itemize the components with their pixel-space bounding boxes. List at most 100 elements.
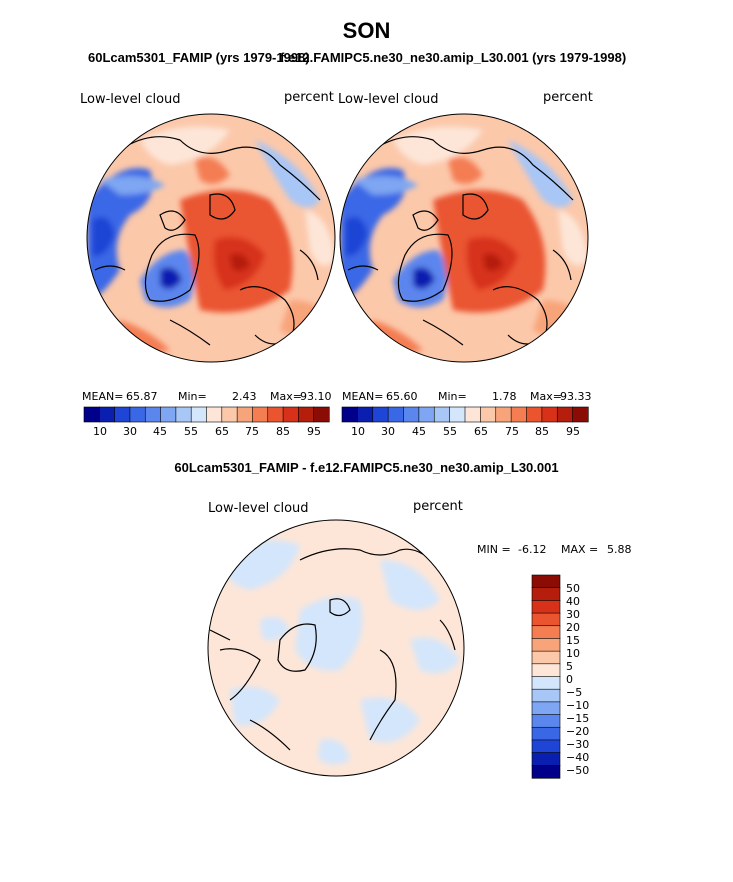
right-colorbar-swatch bbox=[418, 406, 435, 423]
diff-colorbar-swatch bbox=[531, 688, 561, 703]
diff-map-border bbox=[207, 519, 465, 777]
left-colorbar bbox=[83, 406, 330, 423]
diff-cbar-tick: −20 bbox=[566, 725, 590, 738]
left-colorbar-swatch bbox=[252, 406, 269, 423]
diff-max-label: MAX = bbox=[561, 543, 599, 556]
right-cbar-tick: 65 bbox=[474, 425, 488, 438]
diff-colorbar-swatch bbox=[531, 638, 561, 652]
diff-colorbar-swatch bbox=[531, 587, 561, 601]
left-cbar-tick: 10 bbox=[93, 425, 107, 438]
diff-colorbar bbox=[531, 574, 561, 779]
right-cbar-tick: 10 bbox=[351, 425, 365, 438]
diff-cbar-tick: 20 bbox=[566, 621, 580, 634]
left-min-label: Min= bbox=[178, 390, 207, 403]
right-mean-label: MEAN= bbox=[342, 390, 384, 403]
right-colorbar-swatch bbox=[572, 406, 589, 423]
diff-colorbar-swatch bbox=[531, 676, 561, 690]
diff-cbar-tick: −10 bbox=[566, 699, 590, 712]
right-colorbar-swatch bbox=[357, 406, 374, 423]
right-colorbar-swatch bbox=[387, 406, 405, 423]
left-cbar-tick: 95 bbox=[307, 425, 321, 438]
right-colorbar-swatch bbox=[510, 406, 528, 423]
left-colorbar-swatch bbox=[267, 406, 284, 423]
difference-title: 60Lcam5301_FAMIP - f.e12.FAMIPC5.ne30_ne… bbox=[174, 460, 559, 475]
right-cbar-tick: 45 bbox=[412, 425, 426, 438]
diff-colorbar-swatch bbox=[531, 612, 561, 627]
left-cbar-tick: 55 bbox=[184, 425, 198, 438]
left-cbar-tick: 30 bbox=[123, 425, 137, 438]
left-mean-label: MEAN= bbox=[82, 390, 124, 403]
main-title: SON bbox=[342, 18, 391, 43]
diff-cbar-tick: 10 bbox=[566, 647, 580, 660]
left-variable-label: Low-level cloud bbox=[80, 92, 181, 107]
diff-cbar-tick: −15 bbox=[566, 712, 590, 725]
left-colorbar-swatch bbox=[236, 406, 254, 423]
diff-colorbar-swatch bbox=[531, 739, 561, 754]
diff-cbar-tick: 30 bbox=[566, 608, 580, 621]
right-min-value: 1.78 bbox=[492, 390, 517, 403]
left-max-label: Max= bbox=[270, 390, 302, 403]
diff-coastlines bbox=[209, 548, 456, 751]
right-colorbar-swatch bbox=[495, 406, 512, 423]
left-cbar-tick: 75 bbox=[245, 425, 259, 438]
right-colorbar-swatch bbox=[449, 406, 466, 423]
left-colorbar-swatch bbox=[160, 406, 177, 423]
right-coastlines bbox=[347, 136, 574, 346]
diff-min-value: -6.12 bbox=[518, 543, 547, 556]
right-cbar-tick: 30 bbox=[381, 425, 395, 438]
right-max-label: Max= bbox=[530, 390, 562, 403]
left-colorbar-swatch bbox=[298, 406, 315, 423]
left-cbar-tick: 65 bbox=[215, 425, 229, 438]
diff-variable-label: Low-level cloud bbox=[208, 501, 309, 516]
left-colorbar-swatch bbox=[114, 406, 131, 423]
left-max-value: 93.10 bbox=[300, 390, 332, 403]
diff-colorbar-swatch bbox=[531, 600, 561, 614]
left-min-value: 2.43 bbox=[232, 390, 257, 403]
diff-cbar-tick: 0 bbox=[566, 673, 573, 686]
right-cbar-tick: 95 bbox=[566, 425, 580, 438]
left-cbar-tick: 45 bbox=[153, 425, 167, 438]
left-coastlines bbox=[94, 136, 321, 346]
diff-min-label: MIN = bbox=[477, 543, 511, 556]
diff-colorbar-swatch bbox=[531, 765, 561, 779]
left-colorbar-swatch bbox=[282, 406, 299, 423]
right-colorbar-swatch bbox=[526, 406, 543, 423]
right-map bbox=[340, 114, 588, 362]
right-colorbar bbox=[341, 406, 589, 423]
left-units-label: percent bbox=[284, 90, 334, 105]
left-colorbar-swatch bbox=[99, 406, 116, 423]
right-min-label: Min= bbox=[438, 390, 467, 403]
diff-map-field bbox=[220, 540, 460, 765]
left-cbar-tick: 85 bbox=[276, 425, 290, 438]
diff-colorbar-swatch bbox=[531, 752, 561, 766]
right-colorbar-swatch bbox=[541, 406, 558, 423]
right-colorbar-swatch bbox=[556, 406, 574, 423]
right-map-border bbox=[339, 113, 589, 363]
right-cbar-tick: 55 bbox=[443, 425, 457, 438]
diff-map bbox=[208, 520, 464, 776]
diff-cbar-tick: −30 bbox=[566, 738, 590, 751]
diff-colorbar-swatch bbox=[531, 701, 561, 716]
right-variable-label: Low-level cloud bbox=[338, 92, 439, 107]
left-colorbar-swatch bbox=[175, 406, 192, 423]
diff-colorbar-swatch bbox=[531, 650, 561, 665]
left-case-title: 60Lcam5301_FAMIP (yrs 1979-1998) bbox=[88, 50, 310, 65]
right-units-label: percent bbox=[543, 90, 593, 105]
right-cbar-tick: 85 bbox=[535, 425, 549, 438]
diff-cbar-tick: 50 bbox=[566, 582, 580, 595]
diff-max-value: 5.88 bbox=[607, 543, 632, 556]
left-colorbar-swatch bbox=[129, 406, 146, 423]
diff-cbar-tick: −40 bbox=[566, 751, 590, 764]
left-map-border bbox=[86, 113, 336, 363]
left-colorbar-swatch bbox=[313, 406, 330, 423]
right-colorbar-swatch bbox=[433, 406, 451, 423]
left-colorbar-swatch bbox=[221, 406, 238, 423]
diff-colorbar-swatch bbox=[531, 574, 561, 589]
diff-colorbar-swatch bbox=[531, 625, 561, 640]
diff-cbar-tick: −50 bbox=[566, 764, 590, 777]
right-mean-value: 65.60 bbox=[386, 390, 418, 403]
right-map-field bbox=[340, 126, 588, 354]
left-map bbox=[87, 114, 335, 362]
left-colorbar-swatch bbox=[144, 406, 162, 423]
